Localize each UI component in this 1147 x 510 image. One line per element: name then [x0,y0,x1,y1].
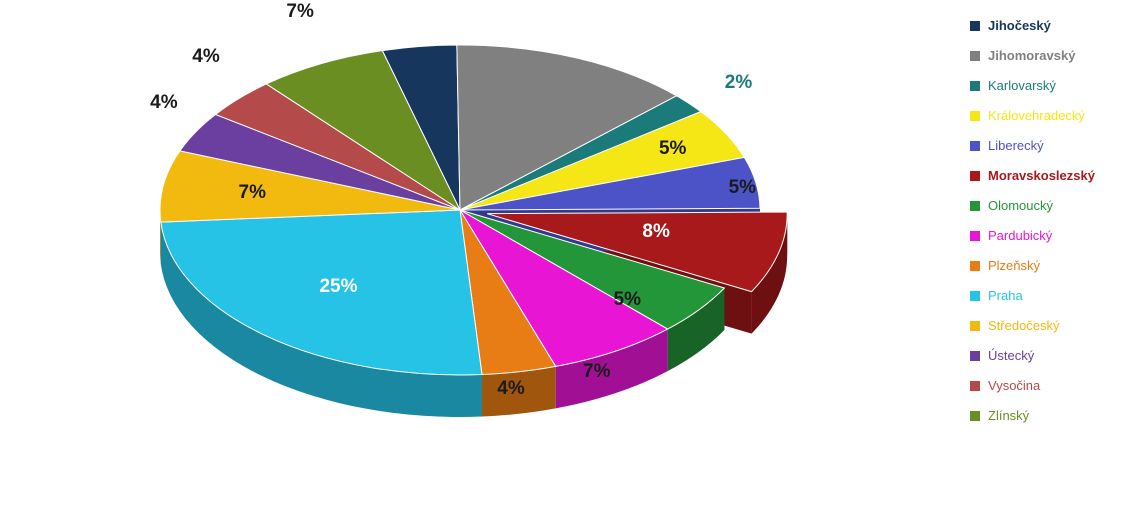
legend-swatch [970,411,980,421]
legend-swatch [970,261,980,271]
legend-label: Plzeňský [988,258,1040,273]
legend-label: Praha [988,288,1023,303]
legend-swatch [970,291,980,301]
legend-item: Praha [970,288,1135,303]
legend-swatch [970,201,980,211]
legend-swatch [970,51,980,61]
legend-item: Pardubický [970,228,1135,243]
legend-item: Středočeský [970,318,1135,333]
legend-swatch [970,381,980,391]
legend-label: Jihočeský [988,18,1051,33]
legend-swatch [970,21,980,31]
pie-chart: 4%13%2%5%5%8%5%7%4%25%7%4%4%7% [80,20,840,500]
legend-label: Ústecký [988,348,1034,363]
legend-swatch [970,141,980,151]
legend-item: Zlínský [970,408,1135,423]
legend-item: Moravskoslezský [970,168,1135,183]
legend: Jihočeský Jihomoravský Karlovarský Královeh… [970,18,1135,438]
legend-item: Karlovarský [970,78,1135,93]
legend-label: Vysočina [988,378,1040,393]
legend-label: Pardubický [988,228,1052,243]
legend-swatch [970,321,980,331]
legend-item: Jihomoravský [970,48,1135,63]
legend-label: Jihomoravský [988,48,1075,63]
legend-item: Plzeňský [970,258,1135,273]
legend-swatch [970,231,980,241]
legend-swatch [970,81,980,91]
legend-item: Královehradecký [970,108,1135,123]
legend-swatch [970,171,980,181]
legend-swatch [970,111,980,121]
legend-label: Zlínský [988,408,1029,423]
legend-label: Karlovarský [988,78,1056,93]
legend-swatch [970,351,980,361]
legend-label: Olomoucký [988,198,1053,213]
legend-label: Moravskoslezský [988,168,1095,183]
legend-item: Jihočeský [970,18,1135,33]
chart-container: 4%13%2%5%5%8%5%7%4%25%7%4%4%7% Jihočeský… [0,0,1147,510]
legend-item: Liberecký [970,138,1135,153]
legend-label: Královehradecký [988,108,1085,123]
legend-label: Liberecký [988,138,1044,153]
legend-item: Olomoucký [970,198,1135,213]
legend-item: Ústecký [970,348,1135,363]
legend-label: Středočeský [988,318,1060,333]
pie-slice [161,210,482,375]
legend-item: Vysočina [970,378,1135,393]
